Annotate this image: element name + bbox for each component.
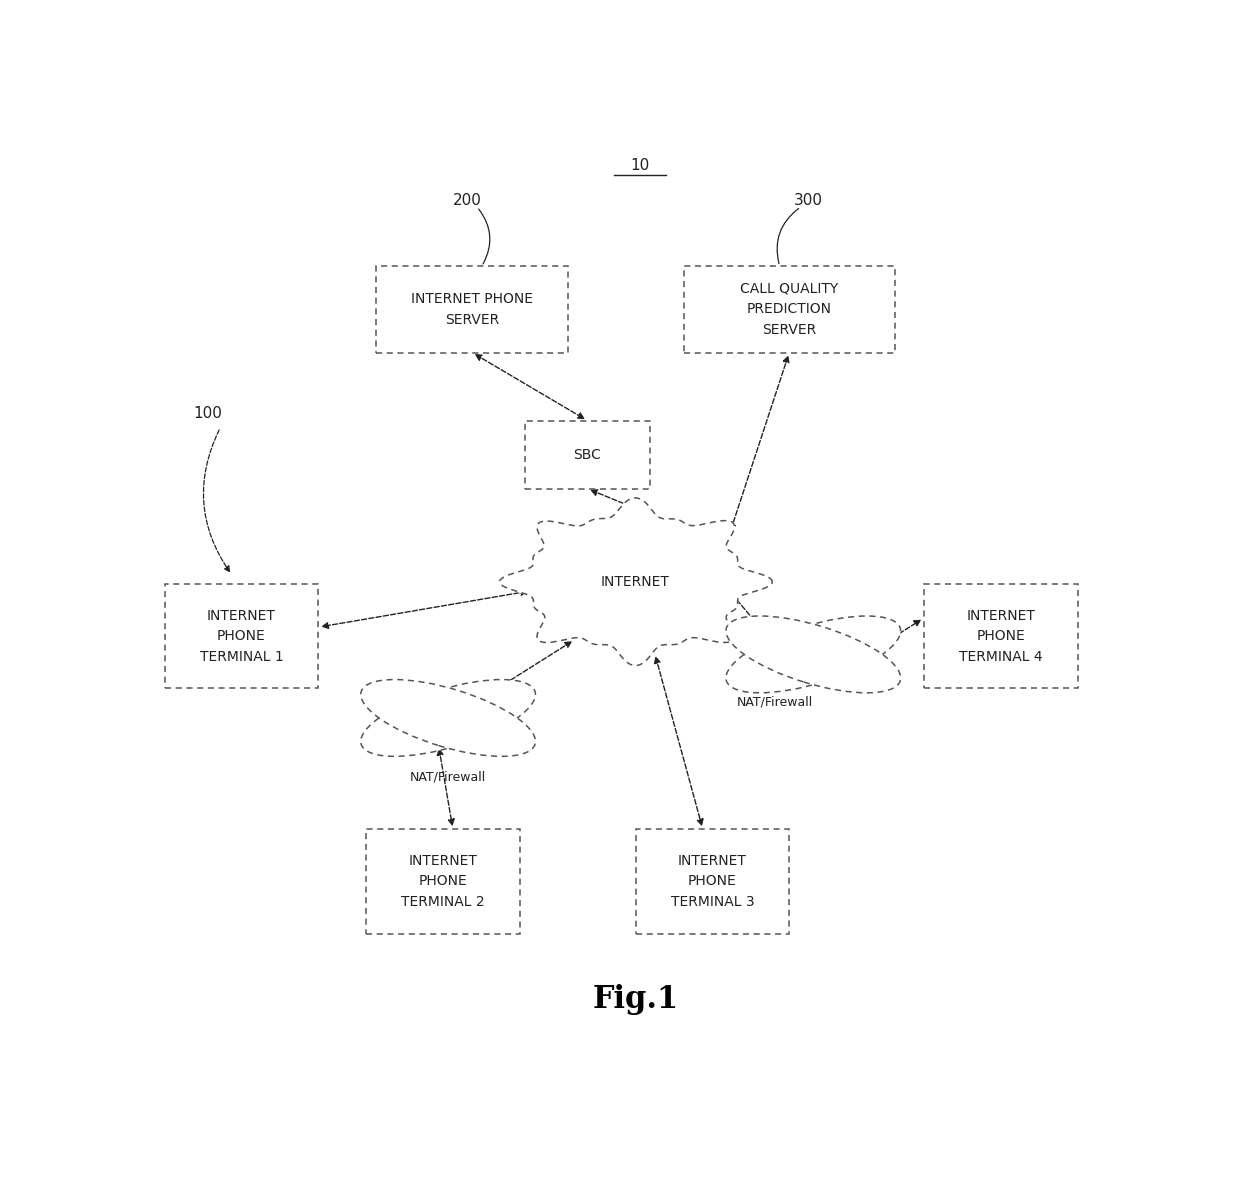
Text: 300: 300 <box>794 193 823 208</box>
Ellipse shape <box>725 615 900 693</box>
Text: SBC: SBC <box>574 448 601 462</box>
FancyBboxPatch shape <box>376 266 568 353</box>
FancyBboxPatch shape <box>683 266 895 353</box>
Text: INTERNET PHONE
SERVER: INTERNET PHONE SERVER <box>412 292 533 327</box>
Text: CALL QUALITY
PREDICTION
SERVER: CALL QUALITY PREDICTION SERVER <box>740 282 838 337</box>
Text: INTERNET
PHONE
TERMINAL 3: INTERNET PHONE TERMINAL 3 <box>671 854 754 909</box>
Text: INTERNET
PHONE
TERMINAL 1: INTERNET PHONE TERMINAL 1 <box>200 608 284 664</box>
FancyBboxPatch shape <box>924 584 1078 689</box>
FancyBboxPatch shape <box>367 829 521 934</box>
Text: Fig.1: Fig.1 <box>593 984 678 1015</box>
Ellipse shape <box>725 615 900 693</box>
Text: INTERNET
PHONE
TERMINAL 2: INTERNET PHONE TERMINAL 2 <box>402 854 485 909</box>
FancyBboxPatch shape <box>635 829 789 934</box>
Text: 100: 100 <box>193 407 222 421</box>
Ellipse shape <box>361 679 536 757</box>
FancyBboxPatch shape <box>165 584 319 689</box>
Text: 10: 10 <box>631 158 650 173</box>
Ellipse shape <box>361 679 536 757</box>
Polygon shape <box>500 498 773 665</box>
Text: INTERNET: INTERNET <box>601 575 670 588</box>
Text: NAT/Firewall: NAT/Firewall <box>737 696 813 709</box>
Text: 200: 200 <box>453 193 482 208</box>
Text: NAT/Firewall: NAT/Firewall <box>410 771 486 784</box>
Text: INTERNET
PHONE
TERMINAL 4: INTERNET PHONE TERMINAL 4 <box>959 608 1043 664</box>
FancyBboxPatch shape <box>525 421 650 489</box>
